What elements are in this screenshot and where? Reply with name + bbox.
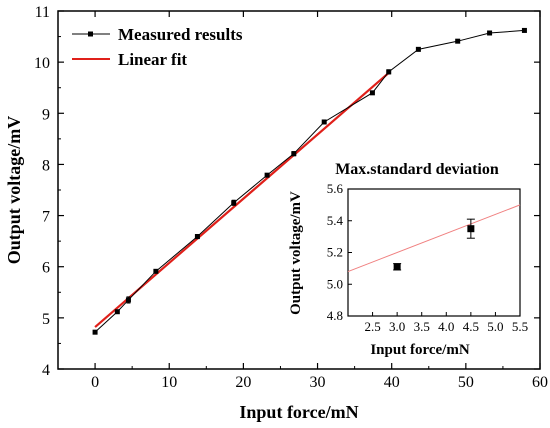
y-tick-label: 10 bbox=[34, 55, 50, 72]
measured-point bbox=[231, 200, 237, 206]
x-tick-label: 20 bbox=[235, 374, 251, 391]
y-tick-label: 4 bbox=[42, 362, 50, 379]
x-tick-label: 10 bbox=[161, 374, 177, 391]
main-x-axis-title: Input force/mN bbox=[239, 402, 358, 422]
y-tick-label: 11 bbox=[35, 4, 50, 21]
measured-point bbox=[125, 297, 131, 303]
y-tick-label: 8 bbox=[42, 157, 50, 174]
measured-point bbox=[321, 119, 327, 125]
series-measured-line bbox=[94, 29, 525, 333]
inset-y-tick-label: 5.0 bbox=[327, 276, 343, 291]
inset-y-tick-label: 5.4 bbox=[327, 213, 344, 228]
measured-point bbox=[153, 268, 159, 274]
x-tick-label: 30 bbox=[310, 374, 326, 391]
legend: Measured results Linear fit bbox=[72, 25, 243, 69]
y-tick-label: 7 bbox=[42, 209, 50, 226]
inset-point bbox=[393, 263, 401, 271]
legend-measured-label: Measured results bbox=[118, 25, 243, 44]
inset-y-tick-label: 4.8 bbox=[327, 308, 343, 323]
legend-measured-marker bbox=[88, 31, 93, 37]
measured-point bbox=[369, 90, 375, 96]
y-tick-label: 5 bbox=[42, 311, 50, 328]
measured-point bbox=[114, 309, 120, 315]
main-y-axis-title: Output voltage/mV bbox=[4, 116, 24, 265]
inset-x-tick-label: 2.5 bbox=[364, 319, 380, 334]
inset-x-tick-label: 3.5 bbox=[414, 319, 430, 334]
inset-plot-frame bbox=[347, 188, 521, 317]
measured-point bbox=[386, 69, 392, 75]
inset-title: Max.standard deviation bbox=[335, 161, 499, 178]
measured-point bbox=[487, 30, 493, 36]
measured-point bbox=[291, 151, 297, 157]
measured-point bbox=[92, 329, 98, 335]
inset-fit-line bbox=[347, 204, 521, 273]
inset-y-axis-title: Output voltage/mV bbox=[288, 191, 304, 315]
x-tick-label: 50 bbox=[458, 374, 474, 391]
measured-point bbox=[194, 234, 200, 240]
legend-fit-label: Linear fit bbox=[118, 50, 187, 69]
series-linear-fit-line bbox=[94, 72, 390, 328]
measured-point bbox=[455, 38, 461, 44]
inset-x-tick-label: 5.5 bbox=[512, 319, 528, 334]
inset-x-tick-label: 3.0 bbox=[389, 319, 405, 334]
y-tick-label: 9 bbox=[42, 106, 50, 123]
inset-chart: Max.standard deviation 2.5 3.0 3.5 4.0 4.5 5.… bbox=[288, 161, 528, 358]
x-tick-label: 0 bbox=[91, 374, 99, 391]
inset-x-axis-title: Input force/mN bbox=[370, 342, 469, 358]
inset-x-tick-label: 4.0 bbox=[438, 319, 454, 334]
measured-point bbox=[521, 27, 527, 33]
x-tick-label: 60 bbox=[532, 374, 548, 391]
inset-x-tick-label: 5.0 bbox=[487, 319, 503, 334]
measured-point bbox=[415, 46, 421, 52]
measured-point bbox=[264, 172, 270, 178]
inset-y-tick-label: 5.6 bbox=[327, 181, 344, 196]
y-tick-label: 6 bbox=[42, 260, 50, 277]
x-tick-label: 40 bbox=[384, 374, 400, 391]
inset-point bbox=[467, 225, 475, 233]
inset-y-tick-label: 5.2 bbox=[327, 245, 343, 260]
inset-x-tick-label: 4.5 bbox=[463, 319, 479, 334]
